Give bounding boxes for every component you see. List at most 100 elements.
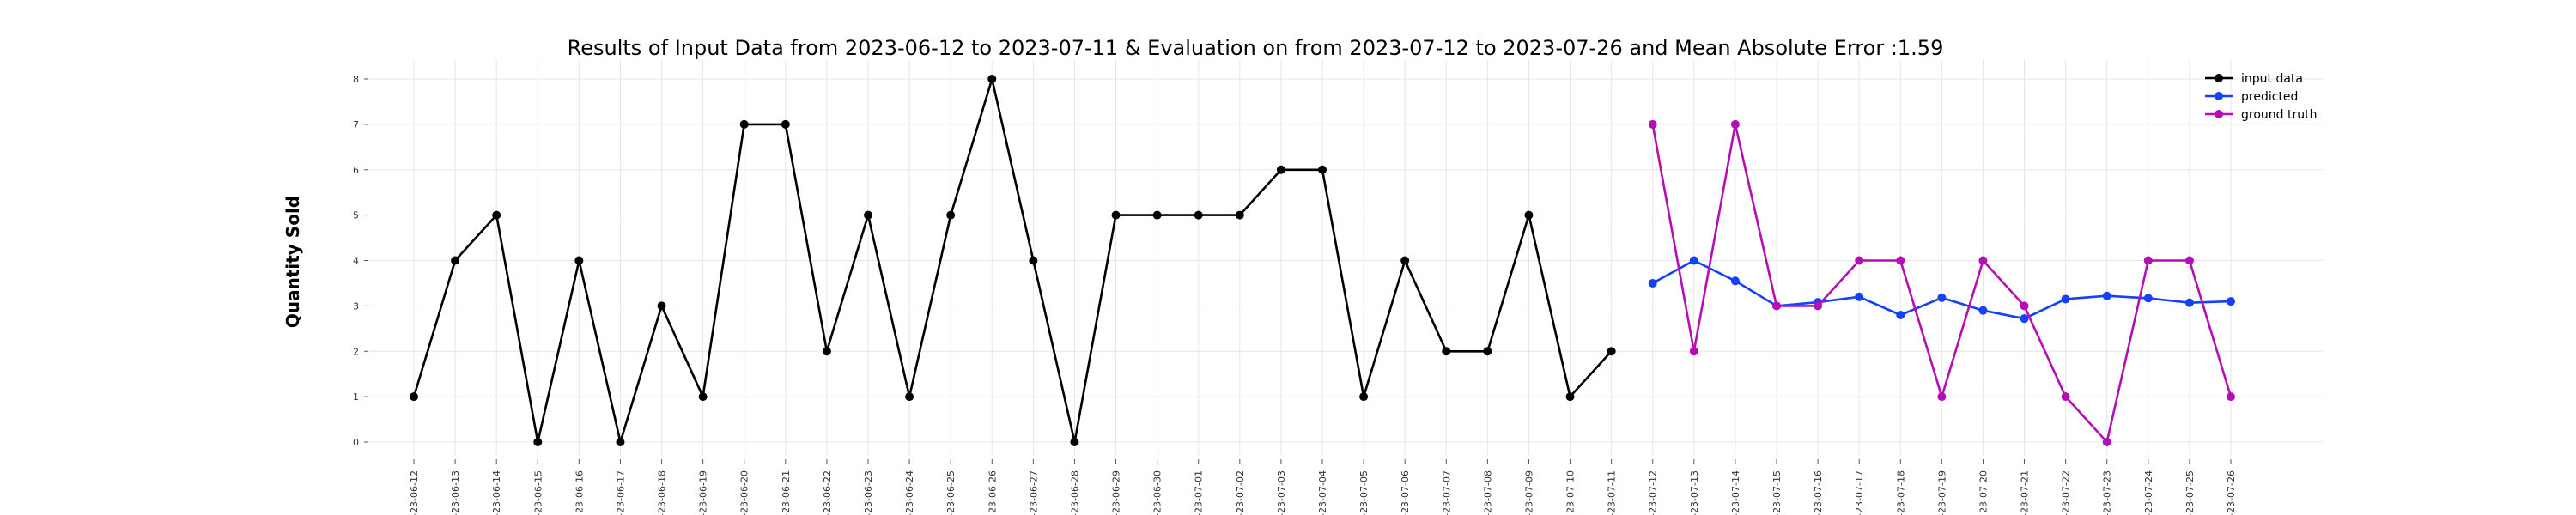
series-lines — [410, 75, 2235, 446]
data-point-input-data — [1524, 210, 1534, 220]
data-point-input-data — [1194, 210, 1203, 220]
data-point-input-data — [492, 210, 501, 220]
data-point-input-data — [1483, 347, 1492, 356]
grid-lines — [369, 60, 2323, 455]
x-tick-label: -23-07-18 — [1895, 470, 1906, 515]
chart-title: Results of Input Data from 2023-06-12 to… — [568, 36, 1944, 60]
x-tick-label: -23-07-26 — [2226, 470, 2237, 515]
x-tick-label: -23-06-23 — [863, 470, 874, 515]
y-tick-label: 0 — [353, 437, 359, 448]
legend-marker — [2215, 92, 2223, 100]
data-point-ground-truth — [2102, 438, 2111, 446]
x-tick-label: -23-07-09 — [1523, 470, 1534, 515]
data-point-ground-truth — [1978, 256, 1988, 265]
data-point-input-data — [1111, 210, 1121, 220]
legend-label: input data — [2241, 72, 2303, 86]
x-tick-label: -23-06-14 — [491, 470, 502, 515]
legend-label: predicted — [2241, 90, 2298, 104]
data-point-predicted — [2184, 298, 2194, 307]
data-point-predicted — [2061, 294, 2070, 304]
y-tick-label: 7 — [353, 119, 359, 130]
x-tick-label: -23-07-02 — [1235, 470, 1246, 515]
data-point-predicted — [1896, 310, 1905, 319]
data-point-predicted — [2143, 294, 2153, 303]
data-point-input-data — [1442, 347, 1451, 356]
data-point-predicted — [1855, 292, 1864, 301]
data-point-input-data — [1318, 165, 1327, 174]
x-tick-label: -23-06-16 — [574, 470, 585, 515]
data-point-input-data — [574, 256, 584, 265]
data-point-ground-truth — [2061, 392, 2070, 402]
x-tick-label: -23-06-24 — [904, 470, 915, 515]
data-point-ground-truth — [2184, 256, 2194, 265]
x-tick-label: -23-07-24 — [2143, 470, 2154, 515]
data-point-predicted — [2102, 291, 2111, 300]
data-point-input-data — [1400, 256, 1410, 265]
x-tick-label: -23-07-03 — [1276, 470, 1287, 515]
x-tick-label: -23-06-28 — [1069, 470, 1080, 515]
data-point-predicted — [2020, 314, 2029, 324]
x-tick-label: -23-07-12 — [1648, 470, 1659, 515]
x-tick-label: -23-07-14 — [1730, 470, 1741, 515]
data-point-input-data — [739, 119, 749, 129]
x-tick-label: -23-07-17 — [1854, 470, 1865, 515]
data-point-ground-truth — [1896, 256, 1905, 265]
data-point-predicted — [1648, 278, 1657, 288]
data-point-ground-truth — [1689, 347, 1698, 356]
x-tick-label: -23-07-21 — [2020, 470, 2031, 515]
data-point-input-data — [1070, 438, 1079, 446]
data-point-input-data — [781, 119, 790, 129]
x-tick-label: -23-06-13 — [450, 470, 461, 515]
data-point-predicted — [1689, 256, 1698, 265]
y-axis: 0 1 2 3 4 5 6 7 8 — [353, 74, 368, 448]
data-point-predicted — [2227, 297, 2235, 306]
data-point-ground-truth — [2143, 256, 2153, 265]
data-point-input-data — [1359, 392, 1369, 402]
series-line-input-data — [412, 77, 1613, 444]
y-tick-label: 1 — [353, 391, 359, 403]
data-point-input-data — [822, 347, 831, 356]
x-tick-label: -23-06-15 — [532, 470, 544, 515]
y-tick-label: 8 — [353, 74, 359, 85]
y-tick-label: 6 — [353, 165, 359, 176]
legend-marker — [2215, 110, 2223, 118]
x-tick-label: -23-07-08 — [1482, 470, 1493, 515]
data-point-input-data — [410, 392, 418, 402]
x-tick-label: -23-07-22 — [2061, 470, 2072, 515]
data-point-input-data — [1565, 392, 1575, 402]
data-point-ground-truth — [1772, 301, 1781, 311]
x-tick-label: -23-07-15 — [1771, 470, 1783, 515]
x-tick-label: -23-06-17 — [615, 470, 626, 515]
x-tick-label: -23-07-07 — [1441, 470, 1452, 515]
data-point-input-data — [451, 256, 460, 265]
x-tick-label: -23-07-05 — [1358, 470, 1370, 515]
legend-marker — [2215, 74, 2223, 82]
data-point-input-data — [1029, 256, 1038, 265]
x-tick-label: -23-07-06 — [1400, 470, 1411, 515]
data-point-input-data — [1152, 210, 1162, 220]
data-point-predicted — [1730, 276, 1740, 286]
data-point-predicted — [1978, 306, 1988, 315]
x-tick-label: -23-07-01 — [1194, 470, 1205, 515]
x-tick-label: -23-07-20 — [1978, 470, 1989, 515]
legend: input data predicted ground truth — [2205, 72, 2317, 122]
data-point-predicted — [1937, 293, 1947, 302]
x-tick-label: -23-07-19 — [1936, 470, 1947, 515]
data-point-input-data — [1607, 347, 1616, 356]
y-tick-label: 5 — [353, 210, 359, 221]
data-point-ground-truth — [2227, 392, 2235, 402]
data-point-input-data — [864, 210, 872, 220]
x-tick-label: -23-07-10 — [1565, 470, 1577, 515]
x-tick-label: -23-06-29 — [1111, 470, 1122, 515]
data-point-input-data — [533, 438, 543, 446]
data-point-input-data — [946, 210, 956, 220]
data-point-ground-truth — [1937, 392, 1947, 402]
x-tick-label: -23-06-12 — [409, 470, 420, 515]
x-tick-label: -23-06-21 — [781, 470, 792, 515]
x-tick-label: -23-07-04 — [1317, 470, 1328, 515]
x-tick-label: -23-06-20 — [739, 470, 750, 515]
data-point-input-data — [1235, 210, 1244, 220]
data-point-ground-truth — [1855, 256, 1864, 265]
x-tick-label: -23-06-19 — [698, 470, 709, 515]
